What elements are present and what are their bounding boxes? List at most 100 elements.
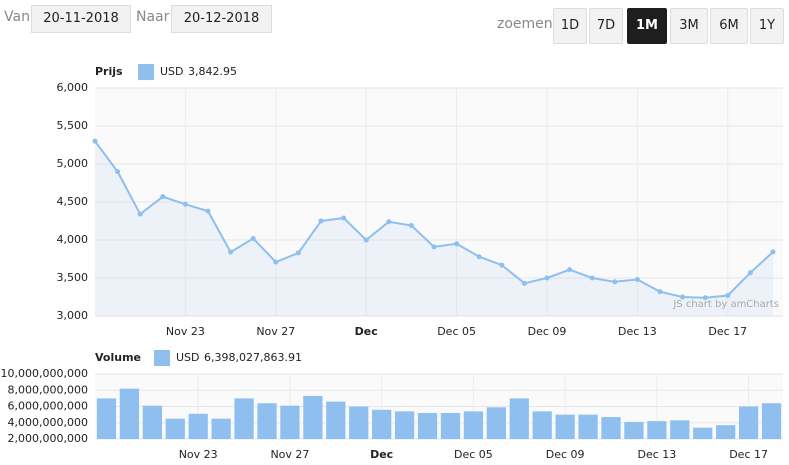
x-tick-label: Dec 17 xyxy=(729,448,768,461)
to-label: Naar xyxy=(136,9,170,25)
to-date[interactable]: 20-12-2018 xyxy=(171,5,272,33)
point xyxy=(92,138,98,144)
zoom-button[interactable]: 1D xyxy=(553,8,587,44)
bar xyxy=(440,413,461,439)
point xyxy=(295,250,301,256)
bar xyxy=(349,406,369,439)
point xyxy=(725,292,731,298)
point xyxy=(680,294,686,300)
x-tick-label: Dec 05 xyxy=(437,325,476,338)
bar xyxy=(372,409,392,439)
zoom-button[interactable]: 1M xyxy=(627,8,667,44)
legend-label: USD xyxy=(160,65,184,78)
bar xyxy=(463,411,484,439)
bar xyxy=(119,388,140,439)
point xyxy=(205,208,211,214)
bar xyxy=(532,411,552,439)
point xyxy=(137,211,143,217)
point xyxy=(499,262,505,268)
y-tick-label: 3,500 xyxy=(57,271,89,284)
bar xyxy=(417,413,438,439)
zoom-button[interactable]: 3M xyxy=(670,8,708,44)
point xyxy=(228,249,234,255)
x-tick-label: Dec 05 xyxy=(454,448,493,461)
x-tick-label: Dec 09 xyxy=(528,325,567,338)
bar xyxy=(142,405,162,439)
x-tick-label: Nov 27 xyxy=(270,448,309,461)
y-tick-label: 5,000 xyxy=(57,157,89,170)
x-tick-label: Dec 13 xyxy=(618,325,657,338)
legend-title: Prijs xyxy=(95,65,123,78)
y-tick-label: 8,000,000,000 xyxy=(8,383,88,396)
point xyxy=(567,267,573,273)
point xyxy=(363,237,369,243)
bar xyxy=(738,406,759,439)
point xyxy=(318,218,324,224)
y-tick-label: 6,000 xyxy=(57,81,89,94)
bar xyxy=(211,418,231,439)
legend-label: USD xyxy=(176,351,200,364)
credit: JS chart by amCharts xyxy=(672,299,779,310)
from-date[interactable]: 20-11-2018 xyxy=(31,5,131,33)
zoom-button[interactable]: 6M xyxy=(710,8,748,44)
legend-value: 6,398,027,863.91 xyxy=(204,351,302,364)
point xyxy=(160,194,166,200)
x-tick-label: Nov 27 xyxy=(256,325,295,338)
point xyxy=(657,289,663,295)
y-tick-label: 5,500 xyxy=(57,119,89,132)
bar xyxy=(280,405,300,439)
point xyxy=(454,241,460,247)
from-label: Van xyxy=(4,9,30,25)
y-tick-label: 3,000 xyxy=(57,309,89,322)
point xyxy=(770,249,776,255)
zoom-button[interactable]: 7D xyxy=(589,8,623,44)
x-tick-label: Dec 17 xyxy=(708,325,747,338)
y-tick-label: 4,000 xyxy=(57,233,89,246)
point xyxy=(634,277,640,283)
point xyxy=(408,223,414,229)
point xyxy=(431,244,437,250)
x-tick-label: Dec 09 xyxy=(546,448,585,461)
y-tick-label: 4,000,000,000 xyxy=(8,416,88,429)
x-tick-label: Dec 13 xyxy=(637,448,676,461)
x-tick-label: Dec xyxy=(370,448,393,461)
point xyxy=(476,254,482,260)
zoom-label: zoemen xyxy=(497,16,553,32)
x-tick-label: Nov 23 xyxy=(166,325,205,338)
point xyxy=(544,275,550,281)
point xyxy=(115,169,121,175)
point xyxy=(521,280,527,286)
area xyxy=(95,141,773,316)
bar xyxy=(647,421,667,439)
x-tick-label: Nov 23 xyxy=(179,448,218,461)
y-tick-label: 6,000,000,000 xyxy=(8,400,88,413)
bar xyxy=(486,407,506,439)
legend-swatch xyxy=(138,64,154,80)
bar xyxy=(624,421,644,439)
y-tick-label: 2,000,000,000 xyxy=(8,432,88,445)
legend-swatch xyxy=(154,350,170,366)
point xyxy=(273,259,279,265)
legend-title: Volume xyxy=(95,351,141,364)
point xyxy=(386,219,392,225)
point xyxy=(589,275,595,281)
bar xyxy=(303,395,323,439)
bar xyxy=(716,425,736,439)
bar xyxy=(693,427,713,439)
zoom-button[interactable]: 1Y xyxy=(750,8,784,44)
x-tick-label: Dec xyxy=(355,325,378,338)
bar xyxy=(578,414,598,439)
bar xyxy=(188,413,208,439)
y-tick-label: 10,000,000,000 xyxy=(1,367,88,380)
point xyxy=(612,279,618,285)
point xyxy=(341,215,347,221)
bar xyxy=(761,403,782,439)
point xyxy=(747,270,753,276)
bar xyxy=(670,420,690,439)
bar xyxy=(555,414,575,439)
bar xyxy=(257,403,277,439)
bar xyxy=(326,401,346,439)
bar xyxy=(234,398,254,439)
